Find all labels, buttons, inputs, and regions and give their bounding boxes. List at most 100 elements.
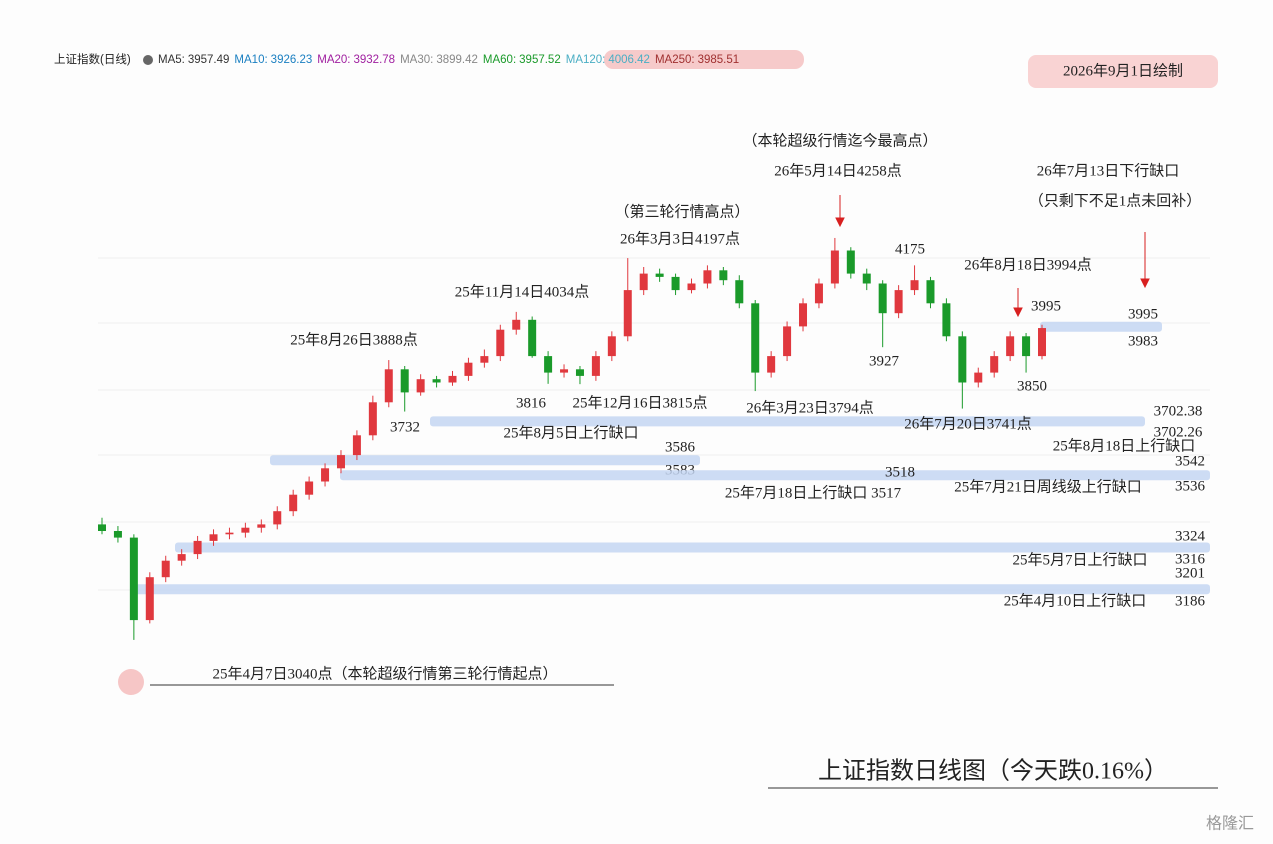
- annotation: 25年5月7日上行缺口: [1012, 551, 1147, 568]
- gap-band: [130, 584, 1210, 595]
- candle-body: [974, 372, 983, 383]
- candle-body: [257, 524, 266, 528]
- date-note: 2026年9月1日绘制: [1063, 62, 1183, 79]
- candle-body: [161, 560, 170, 578]
- annotation: 26年3月23日3794点: [746, 399, 874, 416]
- candle-body: [209, 534, 218, 541]
- candle-body: [719, 270, 728, 281]
- gap-bottom-label: 3702.26: [1154, 424, 1203, 440]
- annotation: 25年8月18日上行缺口: [1053, 437, 1196, 454]
- annotation: 3995: [1031, 298, 1061, 314]
- legend-value: 4006.42: [608, 54, 650, 66]
- candle-body: [225, 532, 234, 535]
- annotation: 3732: [390, 419, 420, 435]
- annotation: 25年4月10日上行缺口: [1004, 592, 1147, 609]
- gap-band: [1040, 321, 1162, 332]
- watermark: 格隆汇: [1206, 815, 1254, 833]
- annotation: 25年8月5日上行缺口: [503, 424, 638, 441]
- candle-body: [145, 577, 154, 621]
- candle-body: [400, 369, 409, 393]
- candle-body: [1038, 328, 1046, 357]
- candle-body: [321, 468, 330, 482]
- candle-body: [926, 280, 935, 304]
- candle-body: [560, 369, 569, 373]
- gap-top-label: 3542: [1175, 453, 1205, 469]
- candle-body: [416, 379, 425, 393]
- candle-body: [480, 356, 489, 363]
- candle-body: [814, 283, 823, 304]
- legend-highlight: [604, 50, 804, 69]
- candle-body: [767, 356, 776, 373]
- annotation: 4175: [895, 241, 925, 257]
- annotation: 26年7月20日3741点: [904, 415, 1032, 432]
- annotation: 26年8月18日3994点: [964, 256, 1092, 273]
- gap-bottom-label: 3536: [1175, 478, 1206, 494]
- candle-body: [464, 362, 473, 376]
- icon: [143, 55, 153, 65]
- candle-body: [528, 319, 537, 357]
- candle-body: [878, 283, 887, 314]
- candle-body: [368, 402, 377, 436]
- gap-band: [340, 470, 1210, 481]
- candle-body: [783, 326, 792, 357]
- annotation: （只剩下不足1点未回补）: [1029, 192, 1202, 209]
- gap-bottom-label: 3316: [1175, 551, 1206, 567]
- annotation: 25年7月18日上行缺口 3517: [725, 484, 902, 501]
- candle-body: [129, 537, 138, 621]
- candle-body: [958, 336, 967, 383]
- candle-body: [623, 290, 632, 337]
- arrows: [835, 195, 1150, 318]
- candle-body: [735, 280, 744, 304]
- gap-top-label: 3702.38: [1154, 403, 1203, 419]
- candle-body: [687, 283, 696, 291]
- candle-body: [384, 369, 393, 403]
- candle-body: [512, 319, 521, 330]
- legend-value: 3957.49: [188, 54, 230, 66]
- annotation: （本轮超级行情迄今最高点）: [742, 132, 937, 149]
- candle-body: [305, 481, 314, 495]
- gap-band: [270, 455, 700, 466]
- legend-name: MA250:: [655, 54, 695, 66]
- legend-name: MA5:: [158, 54, 185, 66]
- candle-body: [193, 540, 202, 555]
- annotation: 25年8月26日3888点: [290, 331, 418, 348]
- gap-band: [430, 416, 1145, 427]
- candle-body: [544, 356, 553, 373]
- gap-bottom-label: 3186: [1175, 593, 1206, 609]
- candle-body: [98, 524, 106, 531]
- gap-top-label: 3995: [1128, 306, 1158, 322]
- annotation: 26年3月3日4197点: [620, 230, 740, 247]
- candle-body: [942, 303, 951, 337]
- candle-body: [575, 369, 584, 376]
- candle-body: [1006, 336, 1015, 357]
- annotation: 3927: [869, 353, 900, 369]
- candle-body: [352, 435, 361, 456]
- candles: [98, 237, 1046, 640]
- gap-bottom-label: 3983: [1128, 333, 1158, 349]
- legend-name: MA60:: [483, 54, 516, 66]
- annotation: 25年11月14日4034点: [455, 283, 589, 300]
- annotation: 26年7月13日下行缺口: [1037, 162, 1180, 179]
- annotation: （第三轮行情高点）: [614, 202, 749, 220]
- legend-name: MA120:: [566, 54, 606, 66]
- candle-body: [432, 379, 441, 383]
- candle-body: [671, 276, 680, 291]
- legend-value: 3957.52: [519, 54, 561, 66]
- candle-body: [591, 356, 600, 376]
- candle-body: [703, 270, 712, 284]
- annotation: 26年5月14日4258点: [774, 162, 902, 179]
- candle-body: [751, 303, 760, 373]
- candle-body: [1022, 336, 1031, 357]
- candle-body: [607, 336, 616, 357]
- candle-body: [639, 273, 648, 291]
- annotation: 3850: [1017, 378, 1047, 394]
- candle-body: [799, 303, 808, 327]
- annotation: 25年4月7日3040点（本轮超级行情第三轮行情起点）: [212, 664, 557, 682]
- gap-top-label: 3586: [665, 439, 696, 455]
- annotation: 25年12月16日3815点: [572, 394, 707, 411]
- candle-body: [273, 511, 282, 525]
- candle-body: [846, 250, 855, 274]
- candle-body: [910, 280, 919, 291]
